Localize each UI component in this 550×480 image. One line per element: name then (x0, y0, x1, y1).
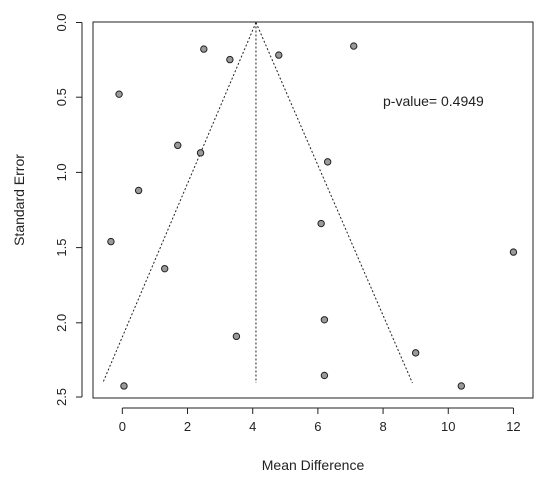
funnel-right-line (255, 22, 413, 384)
y-tick-label: 0.5 (54, 88, 69, 106)
y-tick-label: 1.5 (54, 239, 69, 257)
study-point (317, 219, 325, 228)
y-axis: 0.0 0.5 1.0 1.5 2.0 2.5 (54, 13, 83, 406)
study-point (275, 51, 283, 59)
study-point (161, 264, 169, 273)
x-tick-label: 10 (441, 419, 455, 434)
x-tick-label: 0 (119, 419, 126, 434)
study-point (323, 158, 332, 166)
study-point (350, 42, 358, 50)
study-point (196, 149, 205, 157)
plot-frame (92, 21, 534, 399)
study-point (174, 141, 182, 150)
study-point (200, 45, 208, 53)
x-axis-title: Mean Difference (262, 457, 365, 473)
x-tick-label: 8 (379, 419, 386, 434)
study-point (457, 382, 465, 390)
p-value-annotation: p-value= 0.4949 (383, 93, 484, 109)
x-tick-label: 4 (249, 419, 256, 434)
study-point (226, 55, 234, 64)
study-points (107, 42, 518, 390)
y-tick-label: 1.0 (54, 163, 69, 181)
study-point (320, 316, 329, 324)
study-point (107, 237, 115, 246)
study-point (411, 349, 420, 357)
x-tick-label: 12 (506, 419, 520, 434)
y-tick-label: 0.0 (54, 13, 69, 31)
study-point (320, 371, 329, 380)
study-point (134, 186, 143, 195)
x-tick-label: 2 (184, 419, 191, 434)
y-tick-label: 2.0 (54, 314, 69, 332)
x-axis: 0 2 4 6 8 10 12 (119, 407, 521, 434)
study-point (509, 248, 518, 256)
funnel-left-line (102, 22, 257, 384)
study-point (232, 332, 241, 341)
study-point (120, 382, 128, 390)
y-axis-title: Standard Error (11, 154, 27, 246)
y-tick-label: 2.5 (54, 388, 69, 406)
funnel-lines (102, 22, 413, 384)
study-point (115, 90, 123, 98)
x-tick-label: 6 (314, 419, 321, 434)
